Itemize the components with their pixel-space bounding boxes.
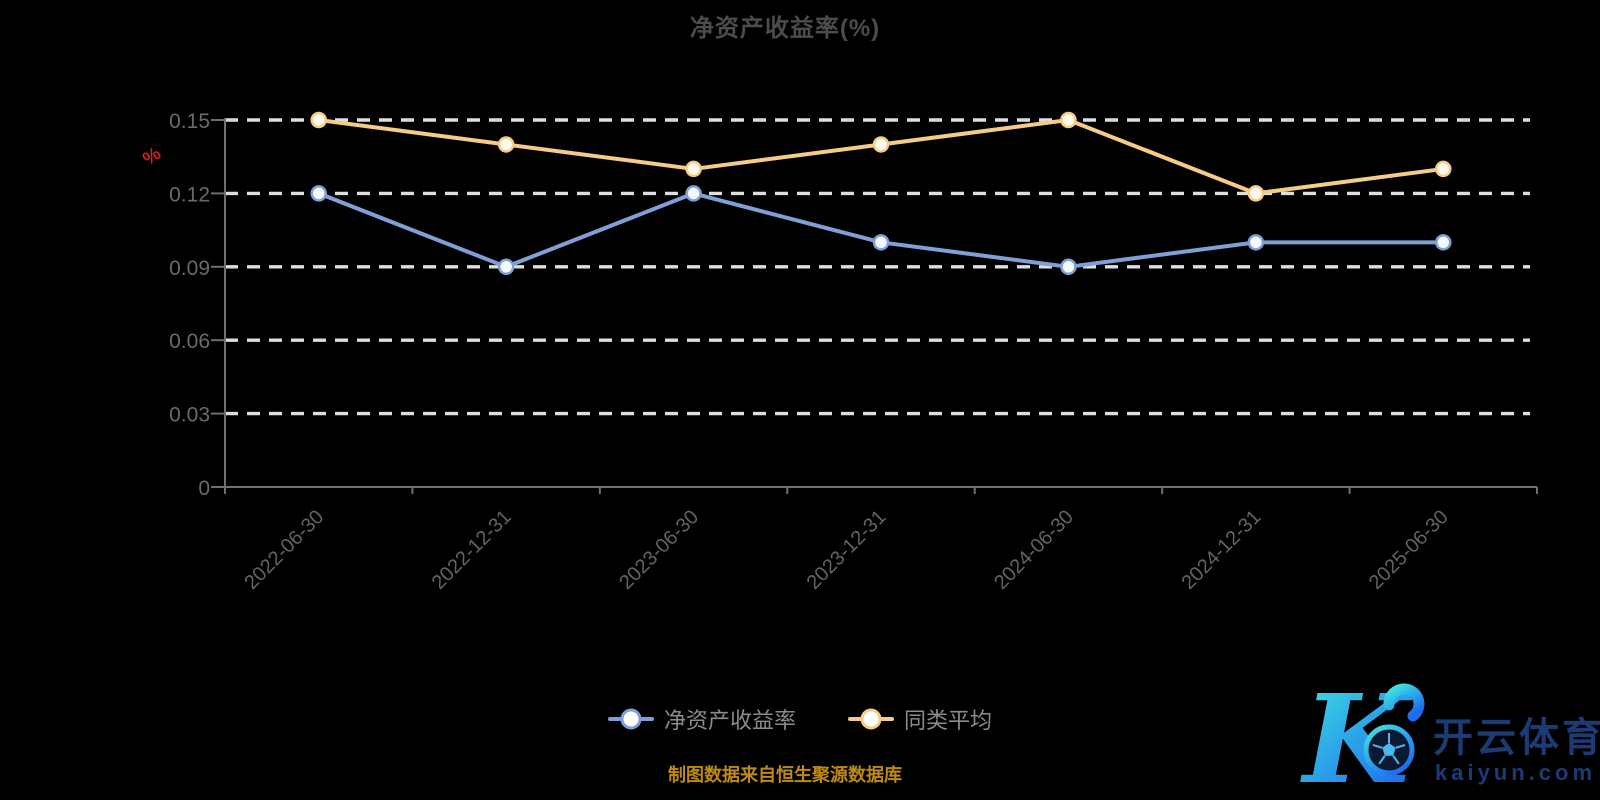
data-point-marker[interactable] [1060,258,1077,276]
y-tick-label: 0.09 [169,257,210,280]
y-tick-label: 0.03 [169,404,210,427]
data-source-note: 制图数据来自恒生聚源数据库 [668,765,902,785]
legend-marker-roe-icon [607,707,654,731]
data-point-marker[interactable] [310,111,327,129]
kaiyun-watermark[interactable]: K 开云体育 kaiyun.com [1285,672,1600,800]
x-tick-label: 2024-06-30 [990,506,1078,594]
legend-item-peer-average[interactable]: 同类平均 [848,703,992,735]
data-point-marker[interactable] [1435,234,1452,251]
series-line-peer-average [316,118,1446,196]
x-tick-label: 2024-12-31 [1177,506,1265,594]
data-point-marker[interactable] [497,258,515,276]
data-point-marker[interactable] [872,234,890,251]
kaiyun-brand-text: 开云体育 [1433,716,1600,760]
kaiyun-domain-text: kaiyun.com [1435,760,1596,785]
legend-label-roe: 净资产收益率 [663,708,796,733]
data-point-marker[interactable] [685,160,702,178]
data-point-marker[interactable] [1247,234,1265,251]
chart-title: 净资产收益率(%) [689,15,881,42]
legend: 净资产收益率 同类平均 [0,703,1600,735]
y-tick-label: 0.15 [169,110,210,133]
logo-swirl-icon [1383,683,1425,722]
data-point-marker[interactable] [872,136,890,153]
data-point-marker[interactable] [1435,160,1452,178]
x-tick-label: 2023-12-31 [803,506,891,594]
y-tick-label: 0.12 [169,183,210,206]
legend-label-peer-average: 同类平均 [904,708,993,733]
y-tick-label: 0 [198,477,210,500]
x-tick-label: 2022-12-31 [428,506,516,594]
soccer-ball-icon [1363,724,1415,776]
legend-item-roe[interactable]: 净资产收益率 [607,703,796,735]
data-point-marker[interactable] [1060,111,1077,129]
x-tick-label: 2025-06-30 [1365,506,1453,594]
data-point-marker[interactable] [1247,185,1265,202]
legend-marker-peer-average-icon [848,707,894,731]
data-point-marker[interactable] [310,185,327,202]
series-line-roe [316,191,1446,269]
data-point-marker[interactable] [497,136,515,153]
data-point-marker[interactable] [685,185,702,202]
x-tick-label: 2023-06-30 [615,506,703,594]
x-tick-label: 2022-06-30 [240,506,328,594]
y-tick-label: 0.06 [169,330,210,353]
